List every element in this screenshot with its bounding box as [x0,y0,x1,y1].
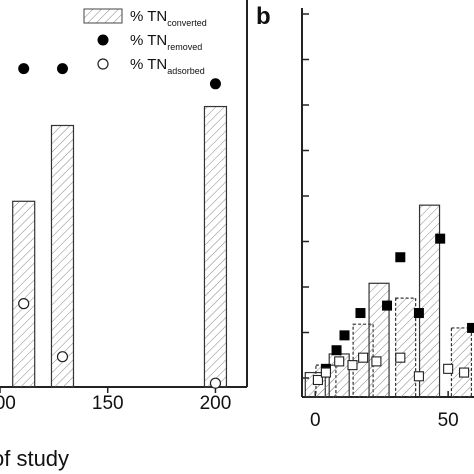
panel-b-removed-point [331,345,342,356]
panel-b-adsorbed-point [347,360,358,371]
panel-b-removed-point [467,322,474,333]
panel-b-bar [368,282,390,398]
panel-b-bar [395,297,417,398]
panel-b-removed-point [395,252,406,263]
panel-b-x-tick-label: 50 [438,410,459,431]
panel-b-adsorbed-point [320,367,331,378]
panel-a-markers [18,63,222,389]
panel-a-x-tick-label: 100 [0,393,16,414]
panel-a-bar [50,124,75,388]
panel-b-adsorbed-point [395,352,406,363]
panel-b-removed-point [413,308,424,319]
legend-label-removed: % TNremoved [130,32,202,52]
legend-swatch-removed [97,34,109,46]
panel-b-y-ticks [302,13,309,379]
panel-b-adsorbed-point [358,352,369,363]
panel-b-adsorbed-point [334,356,345,367]
legend-label-converted: % TNconverted [130,8,207,28]
panel-b-letter: b [256,3,271,30]
legend: % TNconverted % TNremoved % TNadsorbed [83,8,207,76]
panel-a-x-tick-label: 200 [200,393,232,414]
panel-b-removed-point [339,330,350,341]
panel-a-x-ticks: 100 150 200 [0,387,231,414]
panel-b-bar [450,327,473,398]
panel-b-bar [418,204,441,398]
panel-a-removed-point [56,63,68,75]
panel-a-removed-point [18,63,30,75]
panel-a-adsorbed-point [56,351,69,363]
panel-b-markers [312,233,474,386]
panel-b-adsorbed-point [459,367,470,378]
panel-a-x-axis-title: of study [0,446,69,471]
panel-a-bar [12,200,36,388]
panel-b-adsorbed-point [312,374,323,386]
panel-b-adsorbed-point [413,371,424,382]
panel-a-removed-point [209,78,221,90]
panel-b-removed-point [382,300,393,311]
panel-b-chart: b 0 50 [256,3,474,431]
legend-swatch-adsorbed [97,58,109,70]
panel-a-chart: 100 150 200 of study % TNconverted % TNrem… [0,0,248,471]
panel-b-x-tick-label: 0 [310,410,321,431]
panel-a-adsorbed-point [209,377,222,389]
panel-a-bars [12,105,228,388]
panel-a-bar [203,105,228,388]
panel-a-adsorbed-point [18,298,30,310]
legend-swatch-converted [83,8,123,24]
panel-b-adsorbed-point [371,356,382,367]
panel-b-removed-point [435,233,446,244]
panel-b-removed-point [355,308,366,319]
panel-b-adsorbed-point [443,363,454,374]
legend-label-adsorbed: % TNadsorbed [130,56,205,76]
panel-a-x-tick-label: 150 [92,393,124,414]
